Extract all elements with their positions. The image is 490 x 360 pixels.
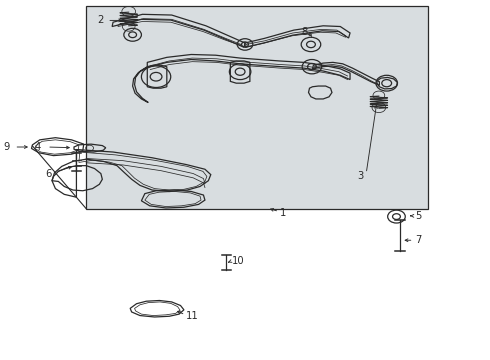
Text: 5: 5 — [415, 211, 421, 221]
Text: 11: 11 — [185, 311, 198, 321]
Text: 8: 8 — [301, 27, 308, 37]
Text: 4: 4 — [34, 142, 41, 152]
Text: 9: 9 — [3, 142, 9, 152]
Text: 2: 2 — [97, 15, 103, 26]
Text: 7: 7 — [415, 235, 421, 245]
Text: 3: 3 — [357, 171, 363, 181]
Text: 6: 6 — [46, 168, 52, 179]
Bar — [86, 6, 428, 209]
Text: 10: 10 — [232, 256, 245, 266]
Text: 1: 1 — [280, 208, 287, 218]
